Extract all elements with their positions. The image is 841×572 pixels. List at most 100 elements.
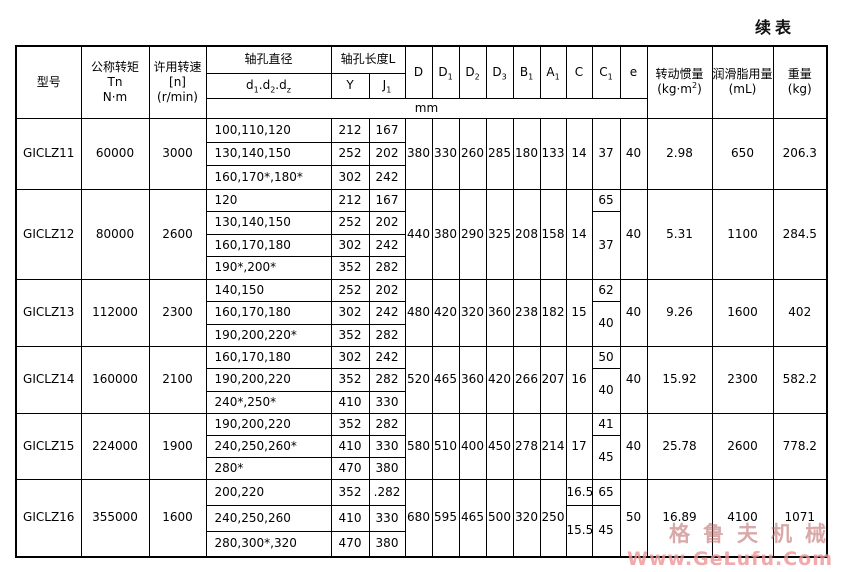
dim-B1-cell: 266 <box>512 345 541 414</box>
dim-C1-cell: 40 <box>591 300 621 347</box>
speed-cell: 1900 <box>148 412 207 480</box>
col-D: D <box>404 45 433 99</box>
model-cell: GⅠCLZ15 <box>15 412 82 480</box>
weight-cell: 402 <box>772 278 828 347</box>
dim-C-cell: 15 <box>565 278 593 347</box>
len-y-cell: 212 <box>330 117 370 143</box>
len-j-cell: 202 <box>368 141 406 166</box>
col-A1: A1 <box>539 45 567 99</box>
len-j-cell: 202 <box>368 210 406 235</box>
dim-A1-cell: 158 <box>539 188 567 280</box>
dim-C1-cell: 37 <box>591 210 621 280</box>
unit-mm-cell: mm <box>205 97 648 119</box>
dim-D3-cell: 285 <box>485 117 514 190</box>
inertia-unit: (kg·m2) <box>657 81 702 97</box>
dim-e-cell: 40 <box>619 278 648 347</box>
col-B1: B1 <box>512 45 541 99</box>
col-bore-diameter: 轴孔直径 <box>205 45 332 74</box>
inertia-cell: 16.89 <box>646 478 713 558</box>
len-y-cell: 302 <box>330 300 370 325</box>
dim-A1-cell: 207 <box>539 345 567 414</box>
col-model: 型号 <box>15 45 82 119</box>
len-j-cell: 330 <box>368 390 406 414</box>
dim-D-cell: 380 <box>404 117 433 190</box>
speed-cell: 2600 <box>148 188 207 280</box>
inertia-cell: 15.92 <box>646 345 713 414</box>
bore-d-cell: 160,170,180 <box>205 233 332 257</box>
dim-D-cell: 520 <box>404 345 433 414</box>
len-j-cell: 282 <box>368 255 406 280</box>
len-y-cell: 410 <box>330 504 370 532</box>
dim-C-cell: 14 <box>565 188 593 280</box>
weight-label: 重量 <box>787 67 812 82</box>
weight-cell: 1071 <box>772 478 828 558</box>
dim-C1-cell: 45 <box>591 434 621 480</box>
torque-label-line2: Tn <box>107 74 123 89</box>
len-j-cell: 242 <box>368 345 406 369</box>
torque-label-line1: 公称转矩 <box>90 59 139 74</box>
dim-e-cell: 50 <box>619 478 648 558</box>
dim-B1-cell: 320 <box>512 478 541 558</box>
dim-D3-cell: 420 <box>485 345 514 414</box>
dim-C1-cell: 40 <box>591 367 621 414</box>
bore-d-cell: 120 <box>205 188 332 212</box>
len-y-cell: 352 <box>330 255 370 280</box>
model-cell: GⅠCLZ14 <box>15 345 82 414</box>
col-length-J1: J1 <box>368 72 406 99</box>
dim-B1-cell: 278 <box>512 412 541 480</box>
coupling-spec-table: 型号 公称转矩 Tn N·m 许用转速 [n] (r/min) 轴孔直径 轴孔长… <box>15 45 828 558</box>
dim-C-cell: 14 <box>565 117 593 190</box>
dim-C-cell: 16 <box>565 345 593 414</box>
dim-D2-cell: 260 <box>458 117 487 190</box>
dim-A1-cell: 214 <box>539 412 567 480</box>
torque-cell: 60000 <box>80 117 150 190</box>
col-inertia: 转动惯量 (kg·m2) <box>646 45 713 119</box>
bore-d-cell: 240*,250* <box>205 390 332 414</box>
bore-d-cell: 190,200,220 <box>205 412 332 436</box>
speed-label-line1: 许用转速 <box>153 59 202 74</box>
col-speed: 许用转速 [n] (r/min) <box>148 45 207 119</box>
bore-d-cell: 140,150 <box>205 278 332 302</box>
dim-D-cell: 480 <box>404 278 433 347</box>
col-C: C <box>565 45 593 99</box>
weight-cell: 778.2 <box>772 412 828 480</box>
bore-d-cell: 190,200,220* <box>205 323 332 347</box>
model-cell: GⅠCLZ11 <box>15 117 82 190</box>
col-weight: 重量 (kg) <box>772 45 828 119</box>
dim-e-cell: 40 <box>619 345 648 414</box>
bore-d-cell: 190*,200* <box>205 255 332 280</box>
bore-d-cell: 280* <box>205 456 332 480</box>
bore-d-cell: 160,170,180 <box>205 300 332 325</box>
col-length-Y: Y <box>330 72 370 99</box>
bore-d-cell: 190,200,220 <box>205 367 332 392</box>
torque-cell: 224000 <box>80 412 150 480</box>
len-y-cell: 470 <box>330 530 370 558</box>
dim-A1-cell: 133 <box>539 117 567 190</box>
dim-D3-cell: 500 <box>485 478 514 558</box>
dim-C1-cell: 62 <box>591 278 621 302</box>
bore-d-cell: 240,250,260 <box>205 504 332 532</box>
len-y-cell: 252 <box>330 141 370 166</box>
col-C1: C1 <box>591 45 621 99</box>
col-D2: D2 <box>458 45 487 99</box>
dim-D-cell: 680 <box>404 478 433 558</box>
len-j-cell: 330 <box>368 504 406 532</box>
dim-D2-cell: 290 <box>458 188 487 280</box>
torque-cell: 160000 <box>80 345 150 414</box>
len-j-cell: 282 <box>368 412 406 436</box>
grease-cell: 2300 <box>711 345 774 414</box>
dim-C1-cell: 45 <box>591 504 621 558</box>
len-y-cell: 352 <box>330 412 370 436</box>
model-cell: GⅠCLZ12 <box>15 188 82 280</box>
len-j-cell: 380 <box>368 530 406 558</box>
torque-cell: 80000 <box>80 188 150 280</box>
col-torque: 公称转矩 Tn N·m <box>80 45 150 119</box>
len-y-cell: 252 <box>330 210 370 235</box>
dim-e-cell: 40 <box>619 188 648 280</box>
col-bore-diameter-sub: d1.d2.dz <box>205 72 332 99</box>
col-D3: D3 <box>485 45 514 99</box>
dim-D2-cell: 465 <box>458 478 487 558</box>
model-cell: GⅠCLZ16 <box>15 478 82 558</box>
col-D1: D1 <box>431 45 460 99</box>
len-y-cell: 352 <box>330 478 370 506</box>
